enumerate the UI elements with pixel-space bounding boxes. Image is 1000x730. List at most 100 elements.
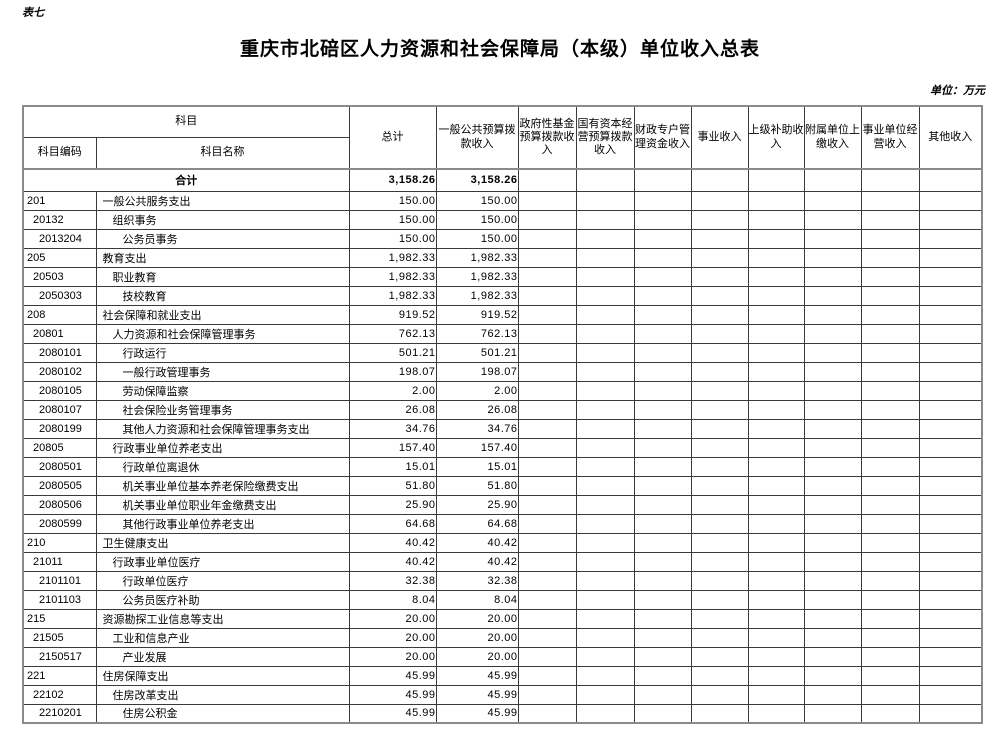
- empty-cell: [918, 513, 983, 534]
- empty-cell: [517, 551, 577, 572]
- empty-cell: [860, 570, 920, 591]
- empty-cell: [918, 342, 983, 363]
- empty-cell: [575, 418, 635, 439]
- empty-cell: [803, 456, 862, 477]
- empty-cell: [747, 494, 805, 515]
- empty-cell: [918, 285, 983, 306]
- empty-cell: [690, 551, 749, 572]
- subject-code-cell: 21011: [22, 551, 97, 572]
- table-row: 215 资源勘探工业信息等支出 20.00 20.00: [22, 608, 983, 629]
- empty-cell: [575, 551, 635, 572]
- empty-cell: [690, 608, 749, 629]
- subject-name-cell: 一般公共服务支出: [95, 190, 350, 211]
- total-amount: 3,158.26: [348, 168, 437, 192]
- total-amount-cell: 150.00: [348, 209, 437, 230]
- empty-cell: [803, 437, 862, 458]
- empty-cell: [747, 703, 805, 724]
- general-budget-amount-cell: 8.04: [435, 589, 519, 610]
- empty-cell: [860, 266, 920, 287]
- empty-cell: [633, 551, 692, 572]
- empty-cell: [860, 247, 920, 268]
- empty-cell: [517, 380, 577, 401]
- empty-cell: [690, 399, 749, 420]
- total-amount-cell: 20.00: [348, 608, 437, 629]
- empty-cell: [747, 168, 805, 192]
- empty-cell: [633, 285, 692, 306]
- subject-code-cell: 221: [22, 665, 97, 686]
- general-budget-amount-cell: 45.99: [435, 665, 519, 686]
- empty-cell: [747, 532, 805, 553]
- table-row: 2210201 住房公积金 45.99 45.99: [22, 703, 983, 724]
- empty-cell: [690, 456, 749, 477]
- empty-cell: [690, 209, 749, 230]
- subject-code-cell: 2080199: [22, 418, 97, 439]
- subject-name-cell: 行政单位医疗: [95, 570, 350, 591]
- subject-name-cell: 资源勘探工业信息等支出: [95, 608, 350, 629]
- table-row: 2080105 劳动保障监察 2.00 2.00: [22, 380, 983, 401]
- empty-cell: [517, 228, 577, 249]
- empty-cell: [690, 513, 749, 534]
- empty-cell: [575, 266, 635, 287]
- general-budget-amount-cell: 64.68: [435, 513, 519, 534]
- general-budget-amount-cell: 15.01: [435, 456, 519, 477]
- empty-cell: [803, 494, 862, 515]
- empty-cell: [633, 304, 692, 325]
- subject-code-cell: 21505: [22, 627, 97, 648]
- table-row: 2050303 技校教育 1,982.33 1,982.33: [22, 285, 983, 306]
- empty-cell: [860, 646, 920, 667]
- header-total: 总计: [348, 105, 437, 170]
- general-budget-amount-cell: 1,982.33: [435, 247, 519, 268]
- empty-cell: [860, 703, 920, 724]
- empty-cell: [633, 475, 692, 496]
- empty-cell: [517, 532, 577, 553]
- table-row: 21505 工业和信息产业 20.00 20.00: [22, 627, 983, 648]
- empty-cell: [575, 513, 635, 534]
- empty-cell: [747, 266, 805, 287]
- subject-code-cell: 208: [22, 304, 97, 325]
- empty-cell: [690, 304, 749, 325]
- empty-cell: [918, 209, 983, 230]
- general-budget-amount-cell: 32.38: [435, 570, 519, 591]
- general-budget-amount-cell: 2.00: [435, 380, 519, 401]
- empty-cell: [690, 361, 749, 382]
- empty-cell: [860, 418, 920, 439]
- empty-cell: [747, 285, 805, 306]
- empty-cell: [690, 418, 749, 439]
- empty-cell: [690, 589, 749, 610]
- empty-cell: [747, 608, 805, 629]
- table-row: 2150517 产业发展 20.00 20.00: [22, 646, 983, 667]
- total-amount-cell: 32.38: [348, 570, 437, 591]
- subject-name-cell: 公务员事务: [95, 228, 350, 249]
- header-subject-code: 科目编码: [22, 136, 97, 170]
- total-amount-cell: 40.42: [348, 532, 437, 553]
- header-affiliated-unit-turnover: 附属单位上缴收入: [803, 105, 862, 170]
- subject-name-cell: 社会保障和就业支出: [95, 304, 350, 325]
- empty-cell: [690, 494, 749, 515]
- subject-code-cell: 2080501: [22, 456, 97, 477]
- empty-cell: [860, 532, 920, 553]
- general-budget-amount-cell: 150.00: [435, 209, 519, 230]
- empty-cell: [690, 627, 749, 648]
- total-amount-cell: 150.00: [348, 190, 437, 211]
- table-row: 2080102 一般行政管理事务 198.07 198.07: [22, 361, 983, 382]
- empty-cell: [633, 570, 692, 591]
- subject-name-cell: 社会保险业务管理事务: [95, 399, 350, 420]
- empty-cell: [690, 228, 749, 249]
- empty-cell: [633, 380, 692, 401]
- table-row: 20132 组织事务 150.00 150.00: [22, 209, 983, 230]
- total-amount-cell: 40.42: [348, 551, 437, 572]
- empty-cell: [860, 608, 920, 629]
- total-general-budget-amount: 3,158.26: [435, 168, 519, 192]
- empty-cell: [517, 589, 577, 610]
- empty-cell: [803, 665, 862, 686]
- empty-cell: [633, 168, 692, 192]
- total-row: 合计 3,158.26 3,158.26: [22, 168, 983, 192]
- table-row: 20805 行政事业单位养老支出 157.40 157.40: [22, 437, 983, 458]
- table-row: 221 住房保障支出 45.99 45.99: [22, 665, 983, 686]
- empty-cell: [747, 665, 805, 686]
- empty-cell: [918, 589, 983, 610]
- empty-cell: [690, 684, 749, 705]
- subject-code-cell: 215: [22, 608, 97, 629]
- table-row: 205 教育支出 1,982.33 1,982.33: [22, 247, 983, 268]
- total-amount-cell: 15.01: [348, 456, 437, 477]
